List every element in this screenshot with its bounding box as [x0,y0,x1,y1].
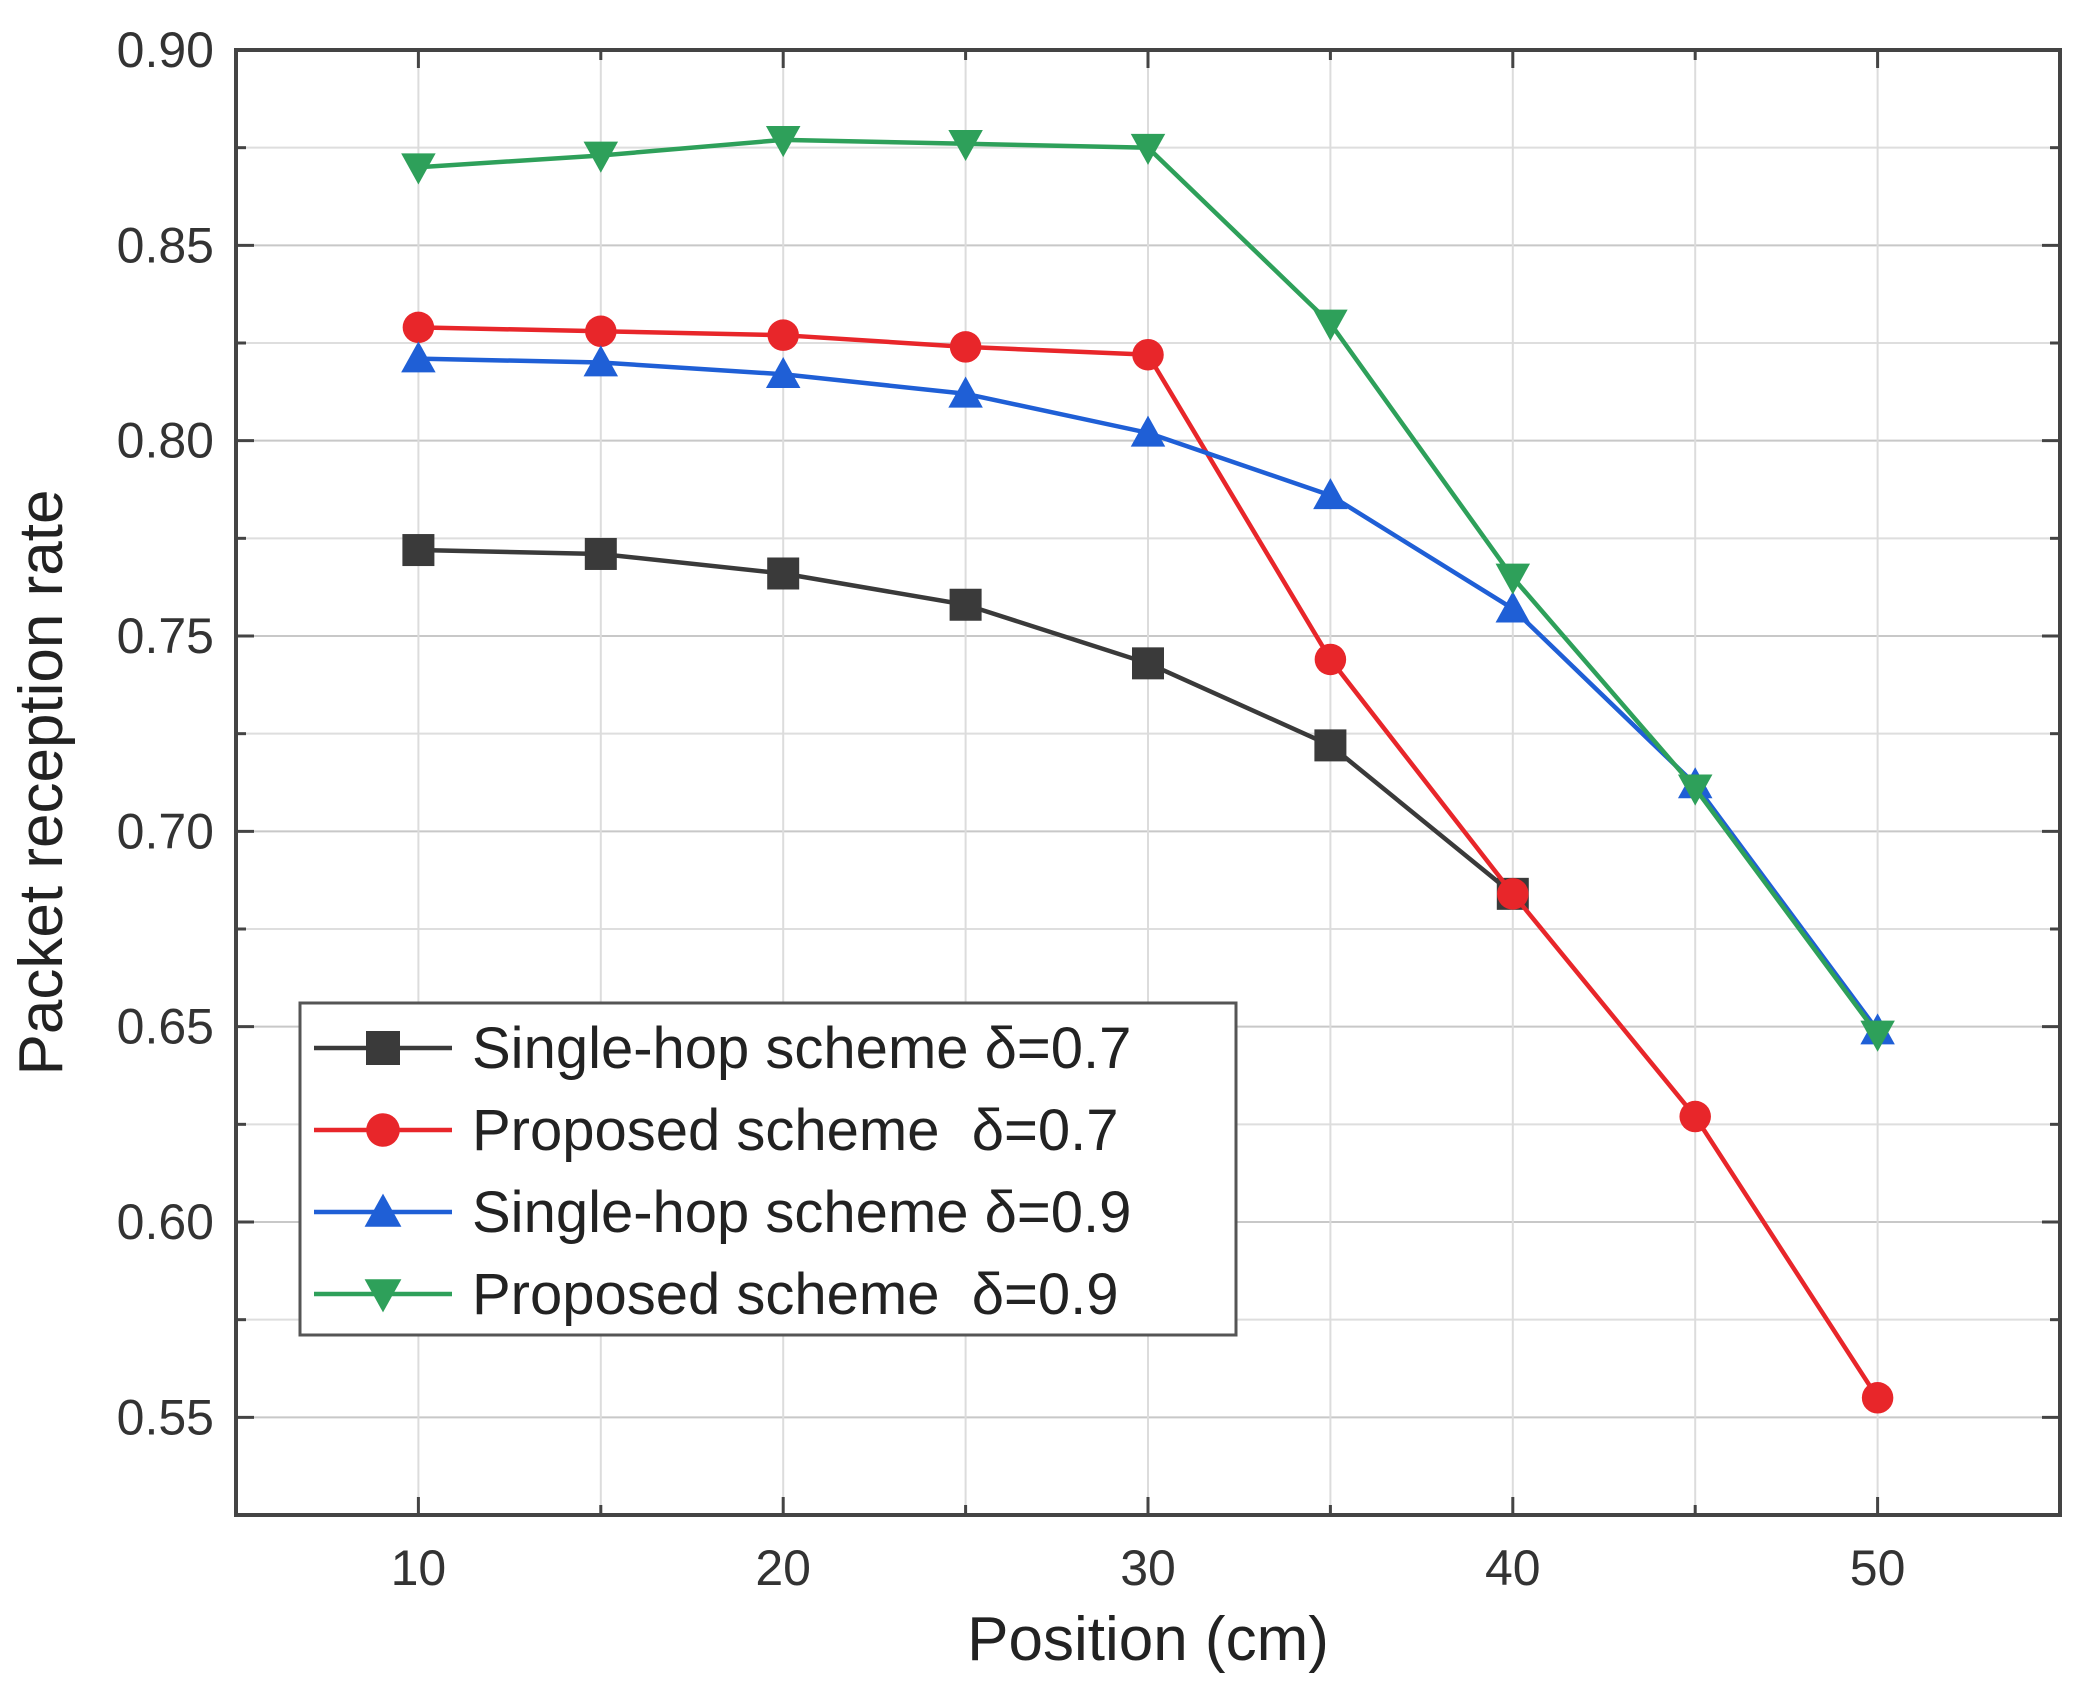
y-tick-label: 0.75 [117,608,214,664]
x-tick-label: 30 [1120,1540,1176,1596]
marker-triangle-down [1860,1020,1895,1052]
legend-label: Single-hop scheme δ=0.7 [472,1016,1131,1081]
marker-circle [1314,643,1347,676]
marker-circle [585,315,617,348]
marker-triangle-down [401,153,436,185]
marker-triangle-up [1313,478,1348,510]
legend-label: Proposed scheme δ=0.9 [472,1262,1119,1327]
marker-triangle-down [583,141,619,173]
marker-triangle-up [1130,415,1166,447]
marker-triangle-down [948,129,983,162]
marker-circle [949,331,982,363]
marker-square [949,588,982,621]
marker-triangle-down [1130,133,1166,165]
marker-triangle-up [948,376,983,408]
x-axis-title: Position (cm) [967,1605,1329,1674]
y-tick-label: 0.80 [117,413,214,469]
marker-circle [1861,1382,1894,1414]
marker-triangle-down [1677,774,1713,806]
marker-circle [1132,338,1164,371]
legend-item-1: Single-hop scheme δ=0.7 [314,1016,1131,1081]
marker-square [366,1031,400,1065]
marker-square [584,537,617,570]
y-tick-label: 0.70 [117,803,214,859]
x-tick-label: 50 [1850,1540,1906,1596]
y-tick-label: 0.55 [117,1389,214,1445]
marker-triangle-up [364,1193,402,1227]
marker-square [1132,647,1164,680]
axes: 0.55 0.60 0.65 0.70 0.75 0.80 0.85 0.90 10 20 30 40… [117,22,2062,1596]
legend-box [298,1001,1238,1337]
marker-triangle-down [765,126,801,158]
legend-item-4: Proposed scheme δ=0.9 [314,1262,1119,1327]
legend-item-2: Proposed scheme δ=0.7 [314,1098,1119,1163]
marker-triangle-up [401,341,436,373]
series-group [401,126,1895,1414]
marker-triangle-up [583,345,619,377]
legend-label: Single-hop scheme δ=0.9 [472,1180,1131,1245]
x-tick-label: 40 [1485,1540,1541,1596]
marker-square [1314,729,1347,762]
y-tick-label: 0.90 [117,22,214,78]
series-4 [401,126,1895,1052]
marker-triangle-down [1495,563,1531,595]
marker-circle [767,319,799,351]
y-tick-label: 0.60 [117,1194,214,1250]
marker-circle [366,1113,400,1147]
legend-item-3: Single-hop scheme δ=0.9 [314,1180,1131,1245]
marker-square [767,557,800,590]
marker-square [402,534,435,567]
y-axis-title: Packet reception rate [7,490,76,1076]
legend-label: Proposed scheme δ=0.7 [472,1098,1119,1163]
marker-circle [1497,878,1529,910]
series-2 [402,311,1894,1414]
y-tick-label: 0.65 [117,999,214,1055]
marker-circle [1679,1100,1711,1133]
marker-triangle-down [1313,309,1348,341]
y-tick-label: 0.85 [117,217,214,273]
x-tick-label: 20 [755,1540,811,1596]
legend: Single-hop scheme δ=0.7 Proposed scheme δ… [298,1001,1238,1337]
x-tick-label: 10 [391,1540,447,1596]
marker-circle [402,311,435,344]
marker-triangle-up [1495,591,1531,623]
marker-triangle-down [364,1279,402,1313]
marker-triangle-up [765,357,801,389]
